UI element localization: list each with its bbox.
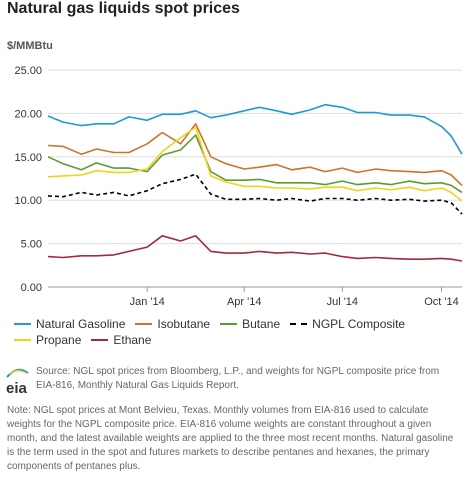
y-tick-label: 10.00 xyxy=(14,195,42,207)
source-note: Source: NGL spot prices from Bloomberg, … xyxy=(36,366,440,391)
x-tick-label: Apr '14 xyxy=(227,296,262,308)
y-tick-label: 25.00 xyxy=(14,65,42,77)
eia-logo: eia xyxy=(6,368,29,397)
y-tick-label: 5.00 xyxy=(21,239,42,251)
logo-text: eia xyxy=(6,380,28,397)
legend-item: Ethane xyxy=(91,333,151,347)
y-axis-unit: $/MMBtu xyxy=(7,40,53,52)
chart-title: Natural gas liquids spot prices xyxy=(7,0,240,17)
legend-swatch xyxy=(14,322,31,325)
legend-swatch xyxy=(14,338,31,341)
legend-item: Natural Gasoline xyxy=(14,317,125,331)
legend-item: NGPL Composite xyxy=(290,317,405,331)
x-tick-label: Jan '14 xyxy=(130,296,165,308)
series-line-butane xyxy=(47,134,463,194)
y-tick-label: 15.00 xyxy=(14,152,42,164)
legend-label: Ethane xyxy=(113,333,152,347)
x-tick-label: Jul '14 xyxy=(327,296,358,308)
legend-label: Isobutane xyxy=(157,317,211,331)
series-line-natural-gasoline xyxy=(47,103,463,155)
y-tick-label: 20.00 xyxy=(14,108,42,120)
legend-swatch xyxy=(135,322,153,325)
legend-label: Butane xyxy=(242,317,281,331)
legend-item: Butane xyxy=(220,317,280,331)
legend-label: Propane xyxy=(36,333,82,347)
series-line-propane xyxy=(47,126,463,202)
legend-label: Natural Gasoline xyxy=(36,317,126,331)
series-line-ngpl-composite xyxy=(47,173,463,215)
footnote: Note: NGL spot prices at Mont Belvieu, T… xyxy=(7,405,454,472)
legend-swatch xyxy=(91,338,109,341)
legend-item: Isobutane xyxy=(135,317,210,331)
legend-label: NGPL Composite xyxy=(312,317,406,331)
series-line-isobutane xyxy=(47,123,463,186)
line-chart: 0.00 5.00 10.00 15.00 20.00 25.00 Jan '14 Apr '… xyxy=(14,65,463,308)
legend-swatch xyxy=(220,322,238,325)
legend-row: Natural Gasoline Isobutane Butane NGPL Comp… xyxy=(14,317,415,333)
legend-swatch xyxy=(290,322,308,325)
legend-item: Propane xyxy=(14,333,81,347)
series-line-ethane xyxy=(47,235,463,262)
x-tick-label: Oct '14 xyxy=(424,296,459,308)
chart-legend: Natural Gasoline Isobutane Butane NGPL Comp… xyxy=(14,317,415,349)
legend-row: Propane Ethane xyxy=(14,333,415,349)
y-tick-label: 0.00 xyxy=(21,282,42,294)
